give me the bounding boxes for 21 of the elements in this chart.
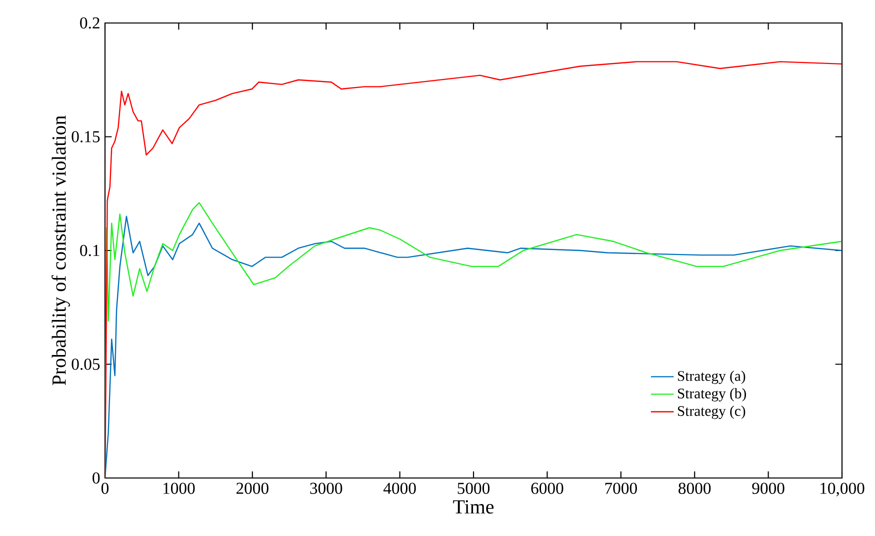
legend-label: Strategy (c) [678,406,746,419]
x-tick-label: 2000 [236,482,268,494]
x-tick-label: 4000 [383,482,416,494]
y-tick-label: 0.1 [80,244,100,256]
x-tick-label: 0 [101,482,109,494]
legend-label: Strategy (b) [678,388,746,402]
legend-label: Strategy (a) [678,370,746,384]
y-tick-label: 0.15 [72,131,100,142]
x-tick-label: 9000 [752,482,784,494]
x-tick-label: 1000 [164,482,195,494]
x-tick-label: 7000 [605,482,637,494]
x-tick-label: 3000 [310,482,342,494]
y-tick-label: 0 [92,472,100,484]
x-tick-label: 5000 [458,482,490,494]
y-tick-label: 0.2 [80,17,100,29]
x-tick-label: 6000 [531,482,564,494]
x-axis-title: Time [453,500,494,514]
y-axis-title: Probability of constraint violation [52,116,70,386]
y-tick-label: 0.05 [72,358,100,370]
x-tick-label: 10,000 [820,482,864,496]
x-tick-label: 8000 [678,482,711,494]
